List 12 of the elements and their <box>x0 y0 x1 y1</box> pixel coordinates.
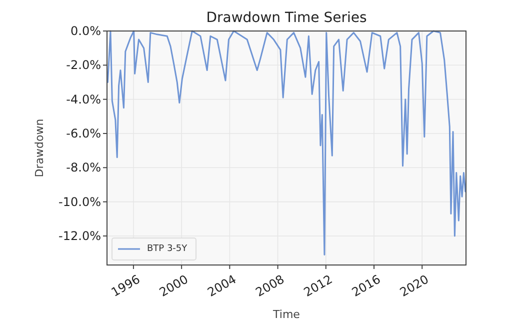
y-tick-label: -6.0% <box>66 126 101 140</box>
y-tick-label: -12.0% <box>58 228 101 243</box>
x-axis-title: Time <box>272 308 300 321</box>
y-tick-label: -10.0% <box>58 194 101 209</box>
y-tick-label: -4.0% <box>66 92 101 106</box>
legend-label: BTP 3-5Y <box>147 244 188 254</box>
y-tick-label: -2.0% <box>66 58 101 72</box>
y-tick-label: 0.0% <box>70 24 101 38</box>
chart-title: Drawdown Time Series <box>206 10 367 26</box>
y-axis-title: Drawdown <box>33 118 46 178</box>
line-series <box>107 30 466 256</box>
y-tick-label: -8.0% <box>66 160 101 175</box>
